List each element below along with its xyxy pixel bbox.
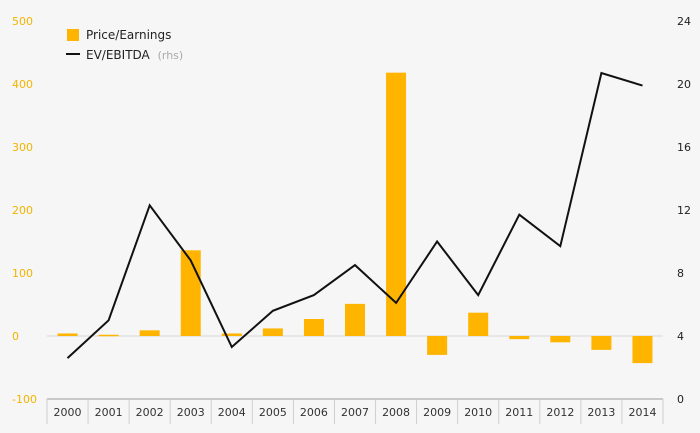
bar-price-earnings-2003: [180, 250, 201, 336]
x-tick-label: 2005: [259, 406, 287, 419]
legend-label-ev-ebitda: EV/EBITDA (rhs): [86, 48, 183, 62]
x-tick-label: 2011: [505, 406, 533, 419]
legend-label-price-earnings: Price/Earnings: [86, 28, 171, 42]
left-tick-label: 200: [12, 204, 33, 217]
x-tick-label: 2014: [628, 406, 656, 419]
bar-price-earnings-2009: [427, 336, 448, 355]
bar-price-earnings-2011: [509, 336, 530, 340]
bar-price-earnings-2002: [139, 330, 160, 336]
line-series: [66, 71, 643, 359]
right-tick-label: 8: [677, 267, 684, 280]
bar-price-earnings-2005: [262, 328, 283, 336]
x-tick-label: 2013: [587, 406, 615, 419]
left-tick-label: 400: [12, 78, 33, 91]
x-tick-label: 2006: [300, 406, 328, 419]
bar-series: [57, 72, 653, 364]
x-tick-label: 2007: [341, 406, 369, 419]
legend-label-ev-ebitda-name: EV/EBITDA: [86, 48, 151, 62]
left-tick-label: 0: [12, 330, 19, 343]
x-tick-label: 2009: [423, 406, 451, 419]
right-axis: 0 4 8 12 16 20 24: [677, 15, 691, 406]
bar-price-earnings-2013: [591, 336, 612, 350]
left-tick-label: 500: [12, 15, 33, 28]
legend-label-ev-ebitda-suffix: (rhs): [158, 49, 184, 62]
x-tick-label: 2003: [177, 406, 205, 419]
left-tick-label: 300: [12, 141, 33, 154]
right-tick-label: 0: [677, 393, 684, 406]
bar-price-earnings-2000: [57, 333, 78, 336]
legend: Price/Earnings EV/EBITDA (rhs): [66, 28, 183, 62]
x-axis: 2000 2001 2002 2003 2004 2005 2006 2007 2008 2009…: [46, 398, 664, 424]
bar-price-earnings-2001: [98, 334, 119, 337]
bar-price-earnings-2008: [386, 72, 407, 336]
bar-price-earnings-2014: [632, 336, 653, 364]
bar-price-earnings-2007: [345, 303, 365, 336]
right-tick-label: 20: [677, 78, 691, 91]
bar-price-earnings-2004: [221, 333, 242, 336]
right-tick-label: 24: [677, 15, 691, 28]
bar-price-earnings-2010: [468, 312, 489, 336]
x-tick-label: 2004: [218, 406, 246, 419]
x-tick-label: 2001: [95, 406, 123, 419]
left-tick-label: 100: [12, 267, 33, 280]
x-tick-label: 2010: [464, 406, 492, 419]
right-tick-label: 4: [677, 330, 684, 343]
x-tick-label: 2002: [136, 406, 164, 419]
x-tick-label: 2000: [54, 406, 82, 419]
x-tick-label: 2012: [546, 406, 574, 419]
bar-price-earnings-2006: [303, 318, 324, 336]
legend-swatch-price-earnings: [67, 29, 79, 41]
x-tick-label: 2008: [382, 406, 410, 419]
bar-price-earnings-2012: [550, 336, 571, 343]
left-tick-label: -100: [12, 393, 37, 406]
left-axis: -100 0 100 200 300 400 500: [12, 15, 37, 406]
right-tick-label: 16: [677, 141, 691, 154]
right-tick-label: 12: [677, 204, 691, 217]
